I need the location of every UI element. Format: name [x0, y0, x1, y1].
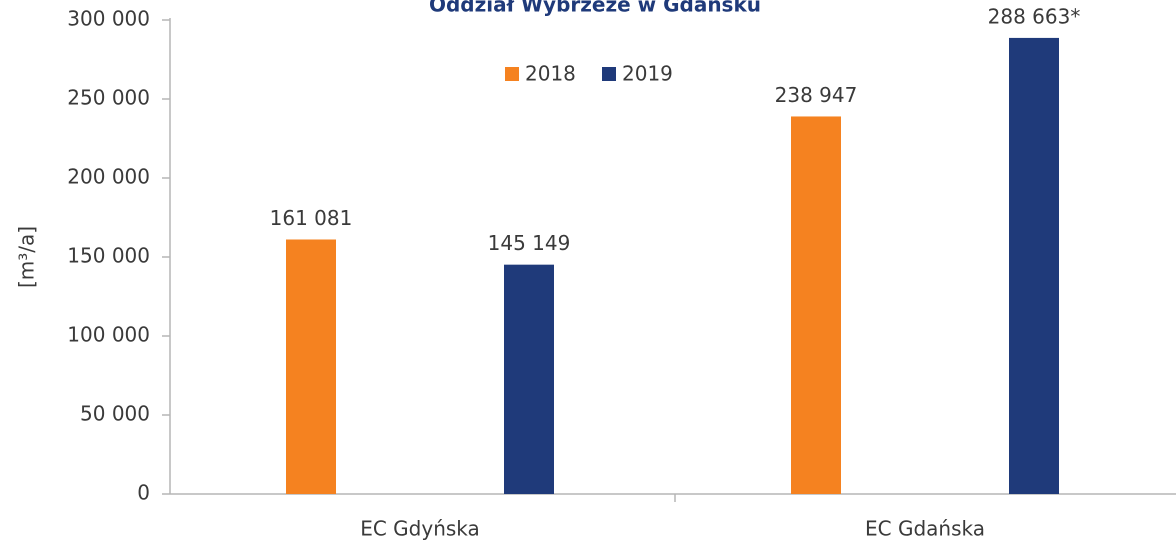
- y-tick-label: 0: [137, 481, 150, 505]
- chart-title: Oddział Wybrzeże w Gdańsku: [429, 0, 761, 17]
- y-axis-label: [m³/a]: [15, 226, 39, 288]
- legend-swatch: [505, 67, 519, 81]
- data-label: 238 947: [775, 83, 858, 107]
- bar: [504, 264, 554, 494]
- bar: [791, 116, 841, 494]
- legend-swatch: [602, 67, 616, 81]
- y-tick-label: 250 000: [67, 86, 150, 110]
- data-label: 145 149: [488, 231, 571, 255]
- bar: [286, 239, 336, 494]
- y-tick-label: 200 000: [67, 165, 150, 189]
- data-label: 288 663*: [988, 4, 1081, 28]
- legend-label: 2019: [622, 62, 673, 86]
- y-tick-label: 100 000: [67, 323, 150, 347]
- data-label: 161 081: [270, 206, 353, 230]
- y-tick-label: 300 000: [67, 7, 150, 31]
- x-tick-label: EC Gdyńska: [360, 517, 480, 541]
- y-tick-label: 150 000: [67, 244, 150, 268]
- legend-label: 2018: [525, 62, 576, 86]
- bar: [1009, 37, 1059, 494]
- y-tick-label: 50 000: [80, 402, 150, 426]
- x-tick-label: EC Gdańska: [865, 517, 985, 541]
